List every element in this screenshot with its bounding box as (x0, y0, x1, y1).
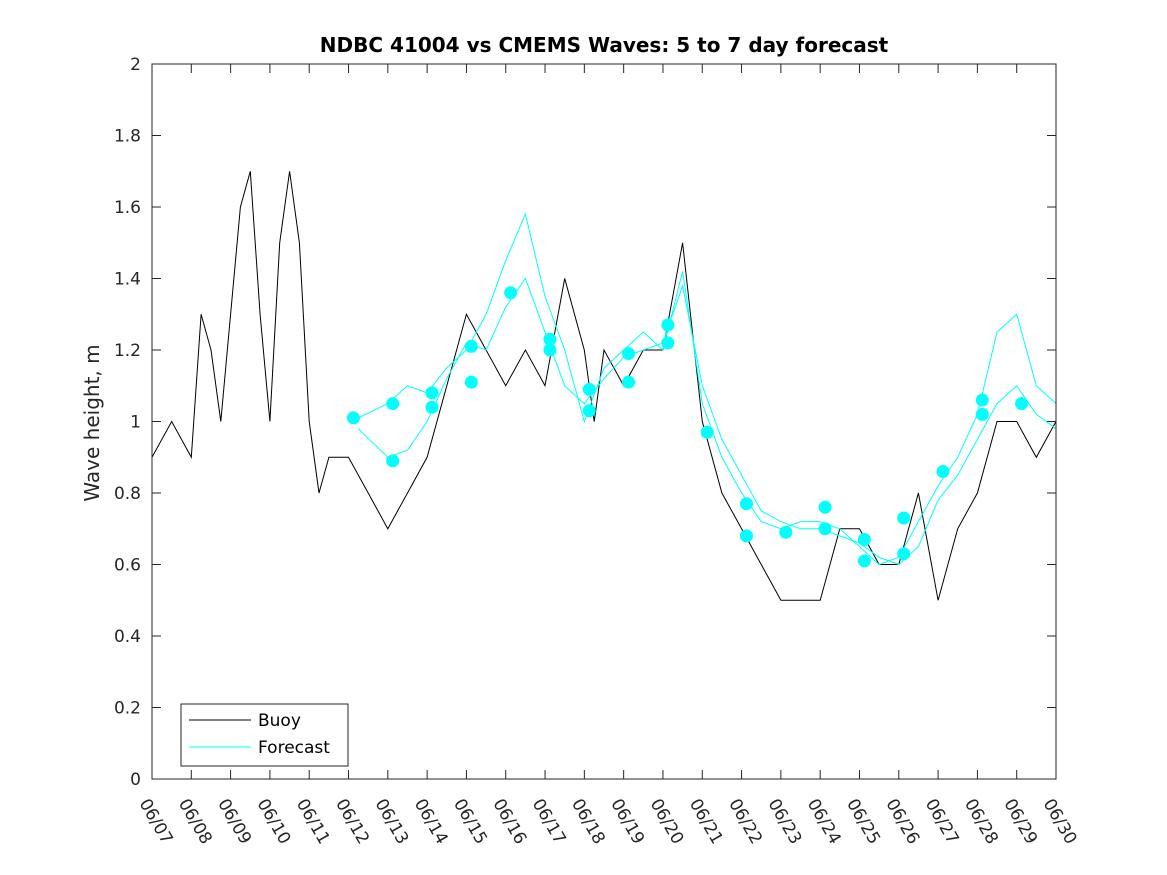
forecast-marker (936, 465, 950, 479)
y-tick-label: 1.4 (114, 270, 141, 290)
forecast-marker (857, 532, 871, 546)
legend-buoy-label: Buoy (258, 711, 301, 731)
y-tick-label: 1.6 (114, 198, 141, 218)
forecast-marker (543, 343, 557, 357)
forecast-marker (622, 375, 636, 389)
y-tick-label: 0.2 (114, 699, 141, 719)
y-tick-label: 0.4 (114, 627, 141, 647)
y-axis-label: Wave height, m (80, 344, 104, 501)
forecast-marker (346, 411, 360, 425)
y-tick-label: 0.8 (114, 484, 141, 504)
chart-title: NDBC 41004 vs CMEMS Waves: 5 to 7 day fo… (320, 33, 889, 57)
forecast-marker (857, 554, 871, 568)
forecast-marker (425, 400, 439, 414)
y-tick-label: 0.6 (114, 556, 141, 576)
forecast-marker (464, 375, 478, 389)
forecast-marker (975, 407, 989, 421)
forecast-marker (582, 404, 596, 418)
forecast-marker (425, 386, 439, 400)
forecast-marker (779, 525, 793, 539)
forecast-marker (661, 318, 675, 332)
forecast-marker (661, 336, 675, 350)
forecast-marker (818, 500, 832, 514)
forecast-marker (622, 347, 636, 361)
forecast-marker (818, 522, 832, 536)
y-tick-label: 1 (130, 413, 141, 433)
forecast-marker (464, 339, 478, 353)
forecast-marker (386, 397, 400, 411)
legend-box (180, 703, 349, 767)
forecast-marker (975, 393, 989, 407)
legend: Buoy Forecast (180, 703, 349, 767)
forecast-marker (739, 529, 753, 543)
forecast-marker (386, 454, 400, 468)
y-tick-label: 1.2 (114, 341, 141, 361)
axes-box (151, 63, 1057, 780)
y-tick-label: 1.8 (114, 127, 141, 147)
forecast-marker (1015, 397, 1029, 411)
forecast-marker (739, 497, 753, 511)
forecast-series-line (357, 277, 1057, 566)
forecast-marker (504, 286, 518, 300)
y-tick-label: 0 (130, 770, 141, 790)
forecast-marker (897, 547, 911, 561)
forecast-marker (582, 382, 596, 396)
y-tick-label: 2 (130, 55, 141, 75)
forecast-marker (700, 425, 714, 439)
legend-forecast-label: Forecast (258, 738, 330, 758)
forecast-marker (897, 511, 911, 525)
forecast-marker (543, 332, 557, 346)
